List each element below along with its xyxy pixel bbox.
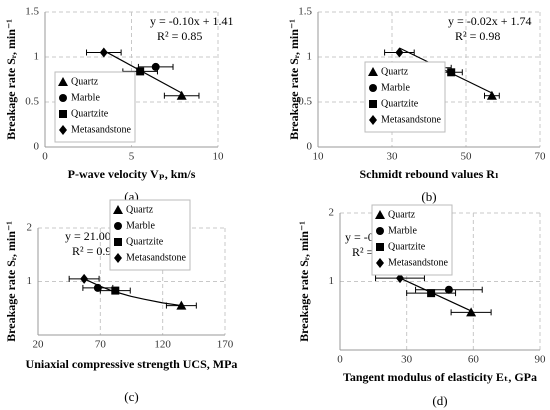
y-tick-label: 0 (34, 141, 40, 153)
point (444, 285, 453, 294)
panel-label: (b) (421, 189, 436, 204)
legend-marker (114, 238, 122, 246)
y-axis-label: Breakage rate Sᵣ, min⁻¹ (4, 19, 18, 140)
legend-label: Quartzite (381, 98, 419, 109)
legend-marker (376, 243, 384, 251)
y-tick-label: 1 (329, 275, 335, 287)
equation: y = -0.02x + 1.74 (448, 14, 532, 28)
x-tick-label: 10 (313, 151, 325, 163)
x-tick-label: 0 (42, 151, 48, 163)
x-axis-label: Uniaxial compressive strength UCS, MPa (26, 357, 238, 371)
x-tick-label: 0 (337, 354, 343, 366)
legend-label: Metasandstone (126, 252, 187, 263)
point (136, 67, 145, 76)
y-tick-label: 2 (27, 222, 33, 234)
point (80, 273, 89, 284)
legend-label: Marble (126, 220, 155, 231)
x-tick-label: 60 (468, 354, 480, 366)
y-tick-label: 1 (307, 51, 313, 63)
trendline (399, 47, 493, 94)
legend-marker (368, 67, 378, 76)
legend-label: Marble (71, 92, 100, 103)
y-axis-label: Breakage rate Sᵣ, min⁻¹ (297, 221, 311, 342)
point (151, 62, 160, 71)
y-tick-label: 1 (34, 51, 40, 63)
legend-label: Quartz (71, 76, 99, 87)
x-axis-label: Schmidt rebound values Rₗ (360, 167, 499, 181)
point (396, 273, 404, 284)
r-squared: R² = 0.85 (157, 29, 202, 43)
y-tick-label: 0 (307, 141, 313, 153)
legend-marker (369, 84, 377, 92)
x-tick-label: 50 (461, 151, 473, 163)
r-squared: R² = 0.99 (72, 244, 117, 258)
x-axis-label: P-wave velocity Vₚ, km/s (68, 167, 196, 181)
legend-label: Metasandstone (388, 257, 449, 268)
panel-label: (d) (432, 393, 447, 408)
point (395, 47, 404, 58)
legend-label: Quartz (381, 66, 409, 77)
legend-marker (113, 205, 123, 214)
panel-label: (c) (124, 389, 138, 404)
y-tick-label: 0.5 (25, 96, 39, 108)
x-tick-label: 20 (33, 339, 45, 351)
legend-marker (376, 258, 384, 268)
point (486, 90, 497, 100)
legend-label: Marble (381, 82, 410, 93)
point (427, 289, 436, 298)
trendline (83, 278, 182, 307)
x-tick-label: 5 (129, 151, 135, 163)
legend-label: Quartzite (388, 241, 426, 252)
legend-label: Quartz (388, 209, 416, 220)
equation: y = -0.10x + 1.41 (150, 14, 234, 28)
point (466, 307, 477, 317)
point (99, 47, 108, 58)
y-tick-label: 1.5 (25, 6, 39, 18)
r-squared: R² = 0.98 (455, 29, 500, 43)
x-axis-label: Tangent modulus of elasticity Eₜ, GPa (343, 370, 537, 384)
legend-marker (59, 110, 67, 118)
legend-box (109, 199, 191, 271)
point (176, 90, 187, 100)
x-tick-label: 90 (535, 354, 547, 366)
legend-label: Metasandstone (71, 124, 132, 135)
point (111, 286, 120, 295)
legend-marker (59, 125, 67, 135)
y-tick-label: 1 (27, 275, 33, 287)
legend-marker (369, 115, 377, 125)
x-tick-label: 70 (535, 151, 547, 163)
point (176, 300, 187, 310)
legend-marker (58, 77, 68, 86)
y-tick-label: 1.5 (298, 6, 312, 18)
legend-box (364, 61, 446, 133)
legend-label: Marble (388, 225, 417, 236)
x-tick-label: 170 (217, 339, 234, 351)
legend-marker (59, 94, 67, 102)
x-tick-label: 30 (387, 151, 399, 163)
legend-marker (376, 227, 384, 235)
legend-marker (369, 100, 377, 108)
legend-label: Quartz (126, 204, 154, 215)
legend-marker (114, 253, 122, 263)
legend-marker (375, 210, 385, 219)
x-tick-label: 120 (154, 339, 171, 351)
x-tick-label: 70 (95, 339, 107, 351)
x-tick-label: 30 (401, 354, 413, 366)
legend-label: Quartzite (126, 236, 164, 247)
point (447, 68, 456, 77)
trendline (399, 277, 472, 312)
y-axis-label: Breakage rate Sᵣ, min⁻¹ (4, 221, 18, 342)
x-tick-label: 10 (213, 151, 225, 163)
legend-marker (114, 222, 122, 230)
legend-box (54, 71, 136, 143)
y-tick-label: 0.5 (298, 96, 312, 108)
legend-label: Quartzite (71, 108, 109, 119)
legend-label: Metasandstone (381, 114, 442, 125)
y-axis-label: Breakage rate Sᵣ, min⁻¹ (287, 19, 301, 140)
y-tick-label: 2 (329, 207, 335, 219)
legend-box (371, 204, 453, 276)
